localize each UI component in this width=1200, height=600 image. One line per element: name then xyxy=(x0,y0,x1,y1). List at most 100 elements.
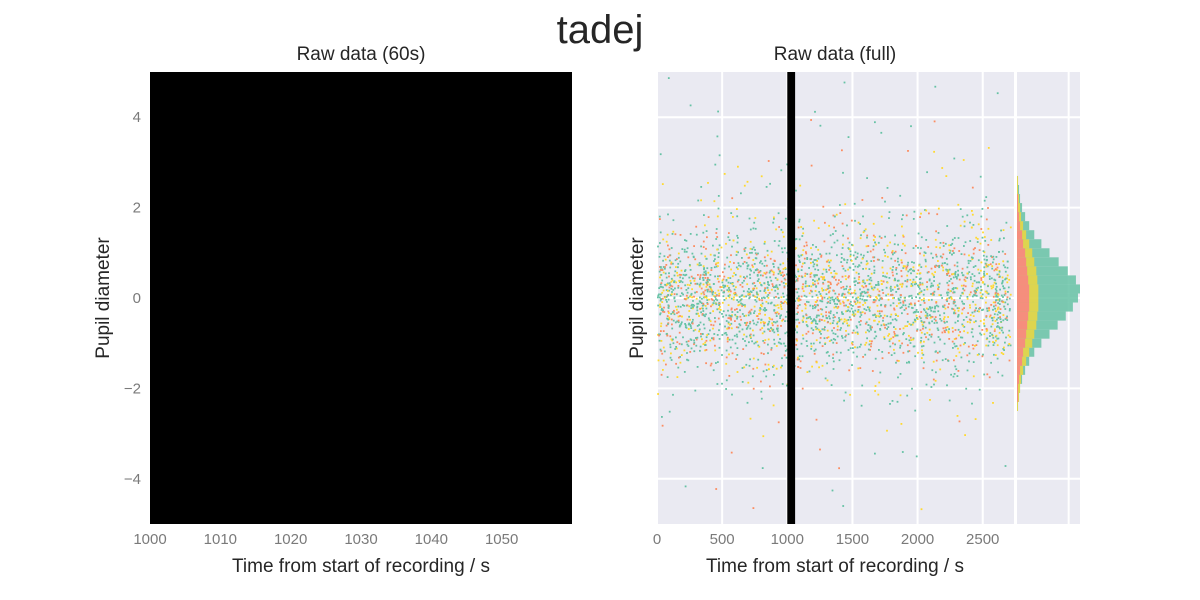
scatter-point xyxy=(894,343,896,346)
scatter-point xyxy=(859,295,862,297)
scatter-point xyxy=(883,324,886,327)
scatter-point xyxy=(956,415,959,417)
scatter-point xyxy=(897,260,899,263)
scatter-point xyxy=(723,173,726,175)
scatter-point xyxy=(722,295,725,298)
scatter-point xyxy=(667,256,669,258)
scatter-point xyxy=(994,354,997,356)
scatter-point xyxy=(997,317,1000,319)
scatter-point xyxy=(848,248,851,251)
scatter-point xyxy=(923,254,925,257)
scatter-point xyxy=(684,274,686,277)
scatter-point xyxy=(737,165,739,168)
scatter-point xyxy=(716,215,719,218)
scatter-point xyxy=(865,321,868,324)
scatter-point xyxy=(859,223,861,225)
scatter-point xyxy=(780,342,783,345)
scatter-point xyxy=(749,290,752,293)
scatter-point xyxy=(673,281,675,284)
scatter-point xyxy=(922,353,925,356)
scatter-point xyxy=(976,354,979,356)
scatter-point xyxy=(993,341,996,344)
scatter-point xyxy=(860,234,862,237)
scatter-point xyxy=(786,384,788,387)
scatter-point xyxy=(936,213,939,216)
scatter-point xyxy=(660,373,663,376)
scatter-point xyxy=(974,265,977,267)
scatter-point xyxy=(832,319,835,322)
scatter-point xyxy=(673,297,676,300)
scatter-point xyxy=(1000,229,1002,232)
scatter-point xyxy=(868,283,871,285)
scatter-point xyxy=(891,400,894,402)
scatter-point xyxy=(710,305,712,308)
scatter-point xyxy=(865,309,868,311)
scatter-point xyxy=(794,274,797,277)
scatter-point xyxy=(814,348,817,351)
histogram-bar-orange xyxy=(1017,266,1028,276)
scatter-point xyxy=(970,278,972,281)
scatter-point xyxy=(847,309,850,312)
scatter-point xyxy=(811,332,814,335)
scatter-point xyxy=(745,253,748,256)
scatter-point xyxy=(1006,303,1009,306)
scatter-point xyxy=(763,297,766,299)
scatter-point xyxy=(902,301,905,304)
scatter-point xyxy=(945,257,948,260)
scatter-point xyxy=(735,250,738,253)
scatter-point xyxy=(920,212,922,215)
scatter-point xyxy=(906,313,909,315)
scatter-point xyxy=(861,384,864,387)
scatter-point xyxy=(705,230,708,232)
scatter-point xyxy=(992,295,995,298)
scatter-point xyxy=(671,311,674,314)
scatter-point xyxy=(776,327,779,330)
scatter-point xyxy=(853,300,856,303)
scatter-point xyxy=(843,318,846,321)
scatter-point xyxy=(838,293,840,296)
scatter-point xyxy=(903,332,905,334)
scatter-point xyxy=(679,315,681,317)
scatter-point xyxy=(999,318,1002,320)
scatter-point xyxy=(884,304,887,306)
scatter-point xyxy=(1006,319,1009,321)
scatter-point xyxy=(946,326,949,328)
scatter-point xyxy=(681,292,683,295)
scatter-point xyxy=(752,319,754,322)
scatter-point xyxy=(706,302,709,304)
scatter-point xyxy=(906,265,909,268)
scatter-point xyxy=(724,285,726,288)
scatter-point xyxy=(995,310,997,313)
scatter-point xyxy=(895,267,898,269)
scatter-point xyxy=(782,282,785,284)
scatter-point xyxy=(814,320,817,323)
histogram-bar-orange xyxy=(1017,239,1024,249)
scatter-point xyxy=(951,242,954,245)
scatter-point xyxy=(829,281,832,284)
scatter-point xyxy=(770,348,773,351)
scatter-point xyxy=(897,279,900,282)
scatter-point xyxy=(934,265,936,268)
scatter-point xyxy=(933,341,936,344)
scatter-point xyxy=(833,270,836,272)
scatter-point xyxy=(812,307,814,310)
scatter-point xyxy=(946,292,948,294)
scatter-point xyxy=(689,233,692,235)
scatter-point xyxy=(696,325,699,327)
figure-suptitle: tadej xyxy=(557,8,644,52)
scatter-point xyxy=(719,309,722,311)
scatter-point xyxy=(777,421,780,424)
scatter-point xyxy=(684,324,687,327)
scatter-point xyxy=(723,332,726,335)
scatter-point xyxy=(854,265,857,268)
scatter-point xyxy=(740,294,743,297)
scatter-point xyxy=(907,270,910,273)
scatter-point xyxy=(702,307,704,310)
scatter-point xyxy=(669,343,672,346)
scatter-point xyxy=(696,302,699,305)
scatter-point xyxy=(689,323,692,326)
scatter-point xyxy=(752,289,755,291)
scatter-point xyxy=(708,279,711,281)
scatter-point xyxy=(777,306,780,309)
scatter-point xyxy=(968,352,971,355)
